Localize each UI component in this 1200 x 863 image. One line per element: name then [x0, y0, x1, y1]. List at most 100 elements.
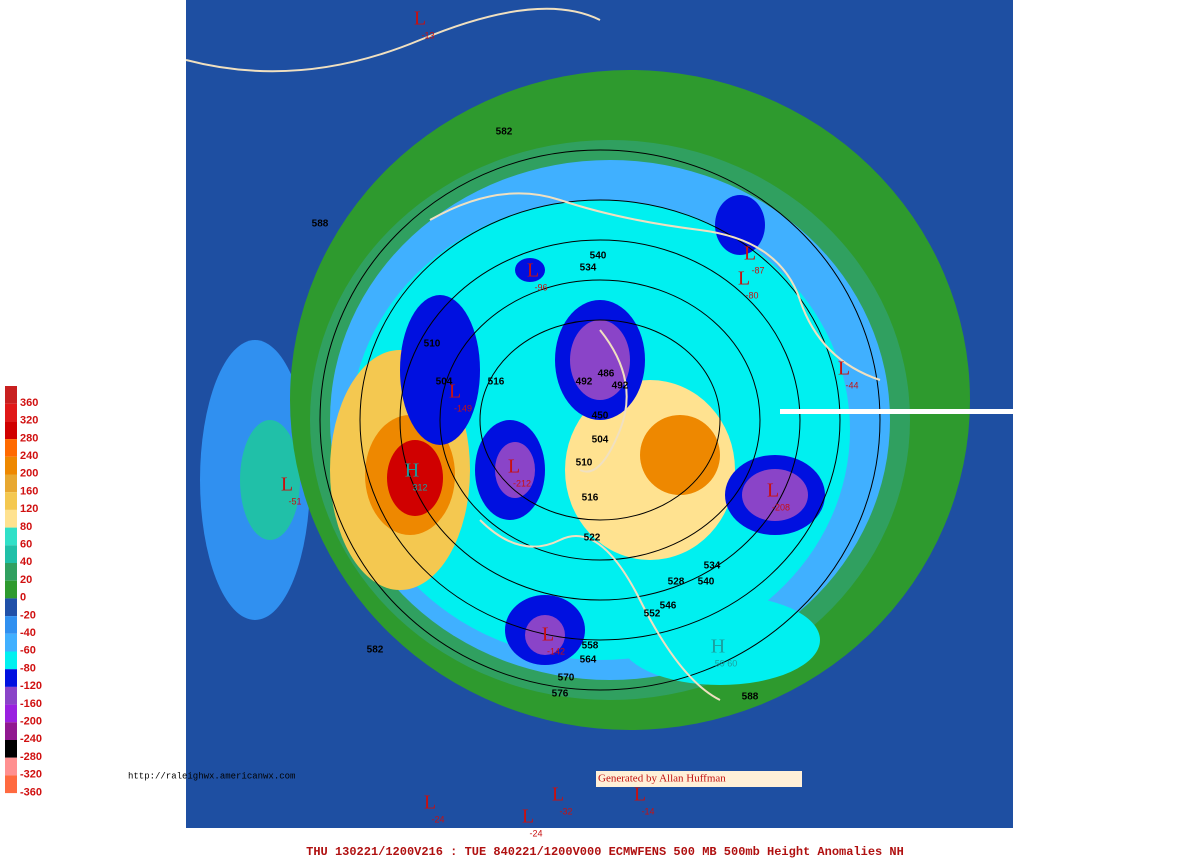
center-value: 312	[412, 482, 427, 492]
legend-label: 20	[20, 574, 32, 586]
center-letter: L	[281, 474, 293, 496]
blob	[400, 295, 480, 445]
center-value: -32	[559, 806, 572, 816]
contour-label: 510	[576, 458, 593, 469]
legend-swatch	[5, 563, 17, 581]
contour-label: 534	[704, 561, 721, 572]
center-letter: L	[522, 806, 534, 828]
center-letter: L	[552, 784, 564, 806]
legend-label: 320	[20, 415, 38, 427]
legend-label: 280	[20, 432, 38, 444]
contour-label: 582	[367, 645, 384, 656]
legend: 360320280240200160120806040200-20-40-60-…	[5, 386, 42, 798]
contour-label: 558	[582, 641, 599, 652]
legend-swatch	[5, 456, 17, 475]
legend-swatch	[5, 722, 17, 740]
center-letter: H	[405, 460, 419, 482]
anomaly-field	[186, 0, 1013, 828]
legend-swatch	[5, 421, 17, 440]
credit: Generated by Allan Huffman	[598, 773, 726, 785]
legend-label: 120	[20, 503, 38, 515]
legend-label: 0	[20, 592, 26, 604]
legend-swatch	[5, 775, 17, 794]
center-letter: L	[738, 268, 750, 290]
blob	[240, 420, 300, 540]
legend-label: 360	[20, 397, 38, 409]
legend-label: -120	[20, 680, 42, 692]
center-value: -142	[547, 646, 565, 656]
legend-label: -280	[20, 751, 42, 763]
blob	[620, 595, 820, 685]
blob	[640, 415, 720, 495]
contour-label: 588	[742, 692, 759, 703]
center-letter: L	[767, 480, 779, 502]
legend-label: 40	[20, 556, 32, 568]
center-value: -24	[529, 828, 542, 838]
center-letter: L	[424, 792, 436, 814]
center-value: -24	[431, 814, 444, 824]
contour-label: 546	[660, 601, 677, 612]
legend-label: -40	[20, 627, 36, 639]
url: http://raleighwx.americanwx.com	[128, 771, 295, 781]
center-value: 59 60	[715, 658, 738, 668]
legend-swatch	[5, 527, 17, 546]
legend-swatch	[5, 757, 17, 776]
center-value: -96	[534, 282, 547, 292]
legend-swatch	[5, 545, 17, 563]
center-letter: L	[744, 243, 756, 265]
blob	[495, 442, 535, 498]
contour-label: 528	[668, 577, 685, 588]
legend-swatch	[5, 633, 17, 652]
blob	[715, 195, 765, 255]
center-letter: L	[838, 358, 850, 380]
center-letter: L	[414, 8, 426, 30]
center-letter: L	[508, 456, 520, 478]
center-value: -51	[288, 496, 301, 506]
contour-label: 564	[580, 655, 597, 666]
center-value: -80	[745, 290, 758, 300]
contour-label: 486	[598, 369, 615, 380]
center-value: -87	[751, 265, 764, 275]
blob	[387, 440, 443, 516]
center-letter: H	[711, 636, 725, 658]
legend-swatch	[5, 492, 17, 510]
center-letter: L	[634, 784, 646, 806]
legend-label: -60	[20, 645, 36, 657]
footer: THU 130221/1200V216 : TUE 840221/1200V00…	[306, 845, 904, 858]
legend-swatch	[5, 386, 17, 404]
legend-label: 200	[20, 468, 38, 480]
legend-swatch	[5, 439, 17, 457]
contour-label: 534	[580, 263, 597, 274]
legend-swatch	[5, 704, 17, 723]
center-value: -13	[421, 30, 434, 40]
contour-label: 522	[584, 533, 601, 544]
blob	[525, 615, 565, 655]
legend-label: -320	[20, 769, 42, 781]
legend-label: -240	[20, 733, 42, 745]
contour-label: 492	[612, 381, 629, 392]
legend-swatch	[5, 474, 17, 493]
legend-swatch	[5, 740, 17, 758]
legend-swatch	[5, 403, 17, 422]
contour-label: 570	[558, 673, 575, 684]
contour-label: 516	[582, 493, 599, 504]
contour-label: 588	[312, 219, 329, 230]
height-contours	[319, 149, 881, 691]
blob	[515, 258, 545, 282]
center-letter: L	[449, 381, 461, 403]
legend-swatch	[5, 651, 17, 670]
blob	[742, 469, 808, 521]
center-value: -14	[641, 806, 654, 816]
contour-label: 492	[576, 377, 593, 388]
contour-label: 582	[496, 127, 513, 138]
legend-swatch	[5, 509, 17, 528]
legend-swatch	[5, 669, 17, 687]
contour-label: 450	[592, 411, 609, 422]
blob	[570, 320, 630, 400]
center-value: -149	[454, 403, 472, 413]
labels: H312L-51L-149L-212L-96L-208L-142L-80L-44…	[281, 8, 859, 839]
legend-swatch	[5, 616, 17, 634]
seam	[780, 409, 1013, 414]
